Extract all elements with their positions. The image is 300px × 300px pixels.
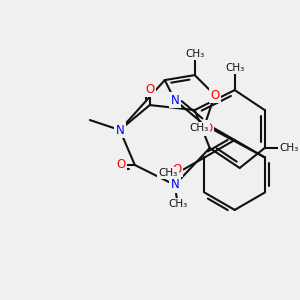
Text: O: O — [210, 88, 219, 102]
Text: N: N — [170, 178, 179, 191]
Text: CH₃: CH₃ — [225, 63, 244, 73]
Text: O: O — [117, 158, 126, 172]
Text: N: N — [170, 94, 179, 106]
Text: N: N — [116, 124, 124, 136]
Text: CH₃: CH₃ — [189, 123, 208, 133]
Text: CH₃: CH₃ — [168, 200, 188, 209]
Text: O: O — [173, 163, 182, 176]
Text: CH₃: CH₃ — [159, 168, 178, 178]
Text: CH₃: CH₃ — [185, 49, 204, 59]
Text: CH₃: CH₃ — [279, 143, 298, 153]
Text: O: O — [145, 83, 154, 96]
Text: O: O — [203, 122, 212, 134]
